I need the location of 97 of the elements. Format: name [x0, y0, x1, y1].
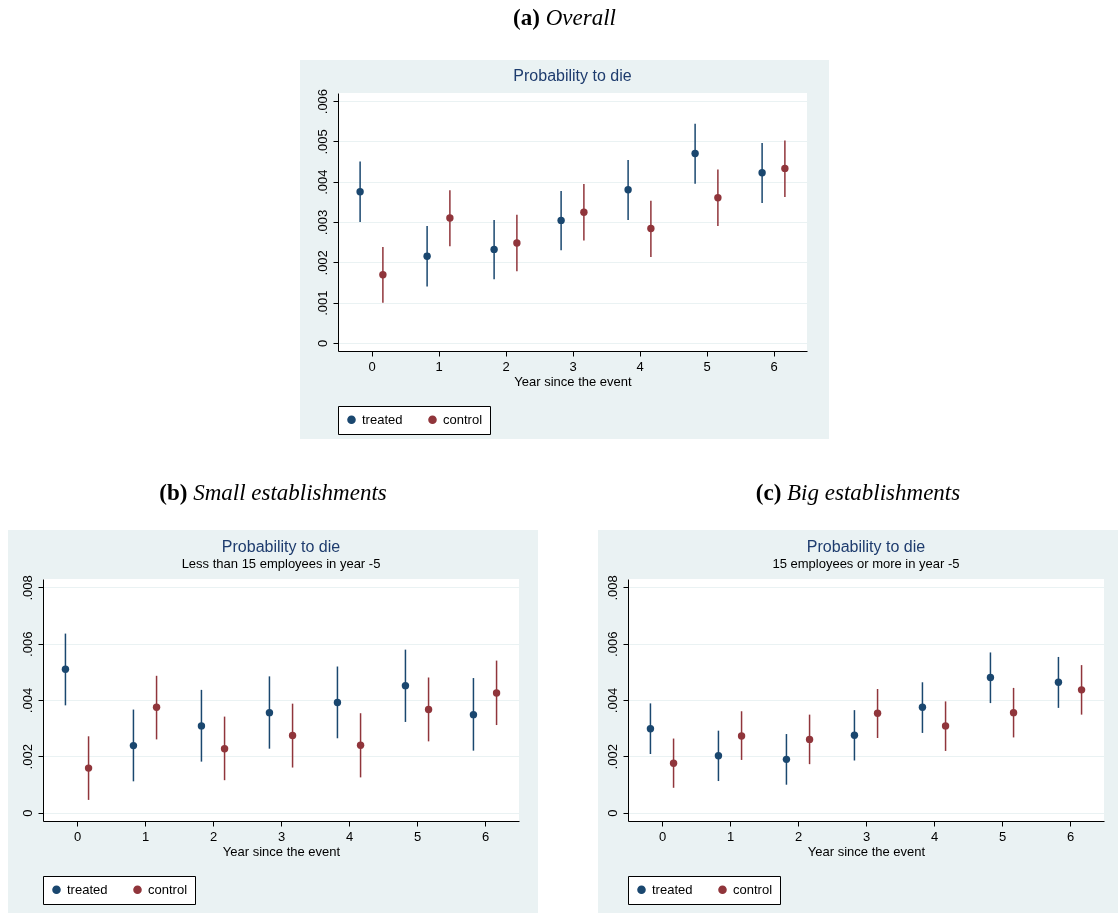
legend-label: treated [652, 881, 693, 897]
point [850, 731, 859, 739]
y-tick-label: 0 [19, 809, 35, 817]
chart-subtitle: Less than 15 employees in year -5 [181, 555, 381, 571]
point [646, 725, 655, 733]
point [492, 689, 501, 697]
point [690, 149, 699, 158]
x-tick-label: 1 [141, 828, 150, 844]
chart-title: Probability to die [221, 537, 341, 555]
chart-subtitle: 15 employees or more in year -5 [772, 555, 960, 571]
y-tick-label: .006 [314, 88, 329, 115]
point [84, 764, 93, 772]
point [333, 698, 342, 707]
x-tick-label: 0 [73, 828, 82, 844]
point [469, 710, 478, 719]
point [424, 705, 433, 714]
x-tick-label: 0 [658, 828, 667, 844]
x-tick-label: 4 [345, 828, 354, 844]
point [873, 709, 882, 717]
y-tick-label: .005 [314, 129, 329, 155]
legend-label: control [442, 411, 482, 427]
point [512, 239, 521, 247]
x-tick-label: 1 [434, 358, 443, 374]
point [780, 164, 789, 173]
point [623, 186, 632, 194]
x-tick-label: 2 [794, 828, 803, 844]
text: (a) Overall [513, 5, 616, 30]
x-tick-label: 2 [209, 828, 218, 844]
y-tick-label: .002 [604, 744, 620, 770]
point [422, 252, 431, 260]
x-tick-label: 1 [726, 828, 735, 844]
legend-label: control [733, 881, 773, 897]
x-axis-title: Year since the event [513, 373, 632, 389]
y-tick-label: .003 [314, 209, 329, 236]
chart-title: Probability to die [512, 67, 632, 85]
x-tick-label: 5 [413, 828, 422, 844]
point [61, 665, 70, 674]
point [714, 752, 723, 760]
point [220, 744, 229, 753]
x-tick-label: 5 [998, 828, 1007, 844]
point [1054, 678, 1063, 686]
x-axis-title: Year since the event [807, 843, 926, 859]
y-tick-label: .002 [19, 744, 35, 770]
point [356, 741, 365, 750]
x-tick-label: 6 [1066, 828, 1075, 844]
y-tick-label: 0 [604, 809, 620, 817]
y-tick-label: .006 [604, 631, 620, 657]
y-tick-label: .008 [19, 575, 35, 601]
y-tick-label: .004 [604, 687, 620, 714]
point [757, 169, 766, 177]
legend-label: treated [67, 881, 108, 897]
point [489, 245, 498, 254]
x-tick-label: 2 [501, 358, 510, 374]
point [288, 731, 297, 740]
x-tick-label: 4 [635, 358, 644, 374]
x-tick-label: 3 [568, 358, 577, 374]
point [378, 271, 387, 279]
point [805, 735, 814, 744]
x-tick-label: 6 [481, 828, 490, 844]
text: (b) Small establishments [159, 480, 387, 505]
legend-label: treated [361, 411, 402, 427]
y-tick-label: .008 [604, 575, 620, 601]
point [579, 208, 588, 217]
point [737, 732, 746, 740]
point [265, 708, 274, 717]
y-tick-label: .004 [19, 687, 35, 714]
point [1009, 708, 1018, 717]
x-axis-title: Year since the event [222, 843, 341, 859]
point [197, 722, 206, 730]
y-tick-label: .002 [314, 250, 329, 276]
y-tick-label: .004 [314, 169, 329, 195]
y-tick-label: 0 [314, 339, 329, 348]
point [986, 673, 995, 682]
point [1077, 686, 1086, 694]
x-tick-label: 3 [862, 828, 871, 844]
point [152, 703, 161, 712]
text: (c) Big establishments [755, 480, 961, 505]
x-tick-label: 0 [367, 358, 376, 374]
point [669, 759, 678, 768]
point [646, 224, 655, 233]
point [918, 703, 927, 712]
point [445, 214, 454, 222]
chart-title: Probability to die [806, 537, 926, 555]
point [941, 722, 950, 730]
x-tick-label: 5 [702, 358, 711, 374]
legend-label: control [148, 881, 188, 897]
x-tick-label: 3 [277, 828, 286, 844]
x-tick-label: 6 [769, 358, 778, 374]
point [782, 755, 791, 764]
point [556, 216, 565, 225]
x-tick-label: 4 [930, 828, 939, 844]
point [713, 194, 722, 202]
y-tick-label: .006 [19, 631, 35, 657]
point [401, 681, 410, 690]
point [355, 188, 364, 196]
point [129, 741, 138, 750]
y-tick-label: .001 [314, 290, 329, 316]
